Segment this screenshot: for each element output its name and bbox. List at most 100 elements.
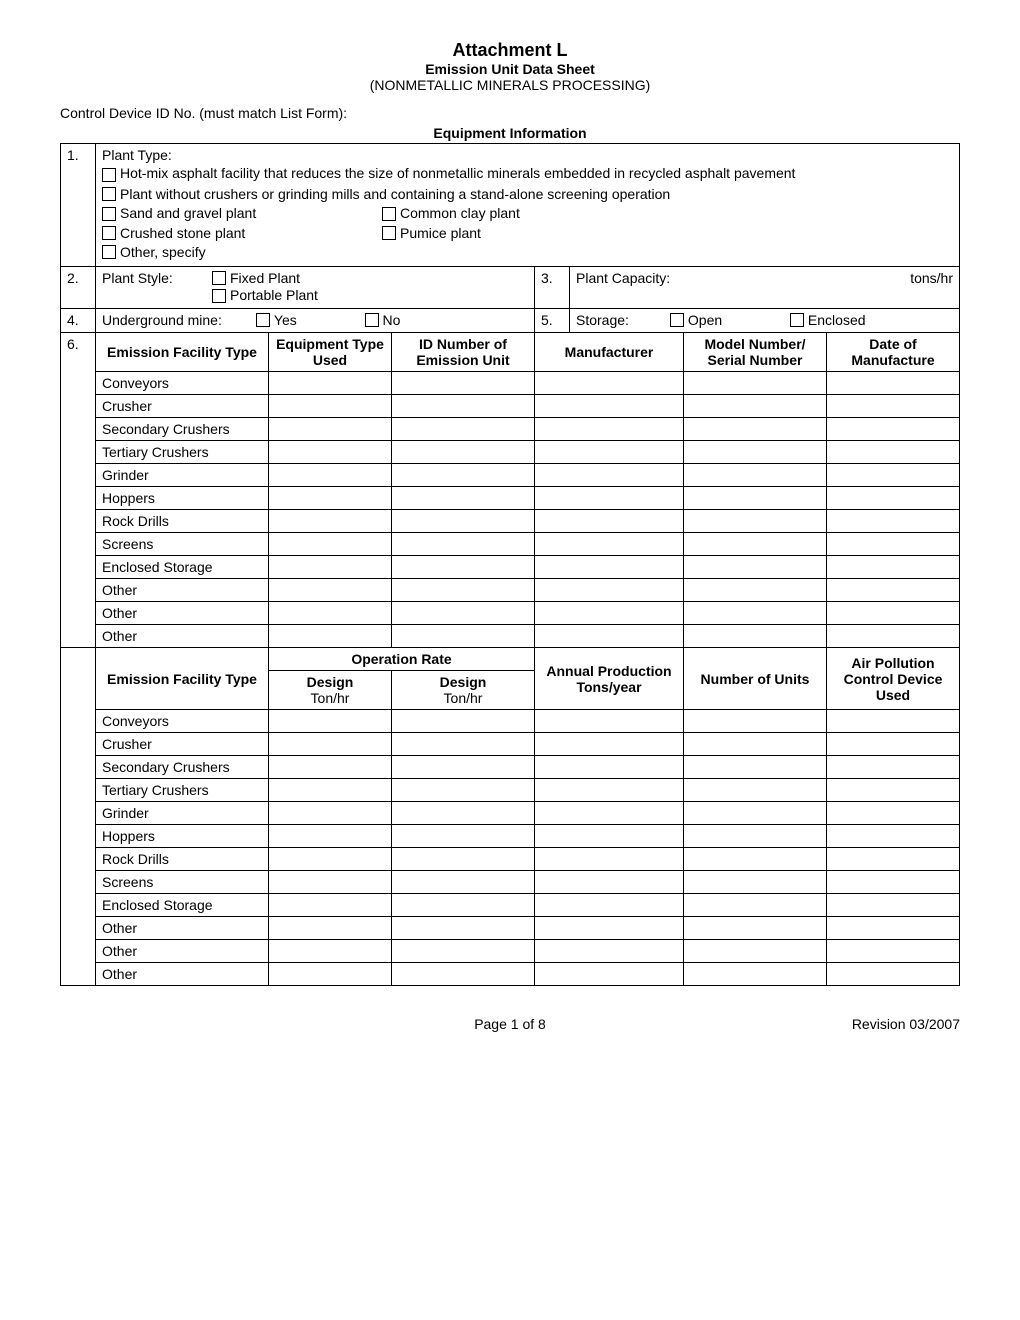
cell[interactable] — [392, 418, 535, 441]
cell[interactable] — [392, 733, 535, 756]
cell[interactable] — [269, 871, 392, 894]
cell[interactable] — [827, 917, 960, 940]
cell[interactable] — [684, 756, 827, 779]
checkbox[interactable] — [382, 226, 396, 240]
cell[interactable] — [684, 602, 827, 625]
cell[interactable] — [392, 533, 535, 556]
cell[interactable] — [269, 464, 392, 487]
cell[interactable] — [827, 579, 960, 602]
cell[interactable] — [392, 894, 535, 917]
checkbox[interactable] — [102, 168, 116, 182]
cell[interactable] — [827, 848, 960, 871]
cell[interactable] — [684, 395, 827, 418]
cell[interactable] — [392, 871, 535, 894]
cell[interactable] — [827, 441, 960, 464]
cell[interactable] — [392, 372, 535, 395]
checkbox[interactable] — [102, 187, 116, 201]
cell[interactable] — [684, 733, 827, 756]
cell[interactable] — [392, 579, 535, 602]
cell[interactable] — [684, 418, 827, 441]
cell[interactable] — [827, 825, 960, 848]
cell[interactable] — [535, 579, 684, 602]
cell[interactable] — [269, 533, 392, 556]
cell[interactable] — [535, 510, 684, 533]
checkbox[interactable] — [382, 207, 396, 221]
cell[interactable] — [392, 963, 535, 986]
cell[interactable] — [684, 710, 827, 733]
cell[interactable] — [269, 602, 392, 625]
cell[interactable] — [269, 733, 392, 756]
cell[interactable] — [535, 602, 684, 625]
cell[interactable] — [684, 510, 827, 533]
cell[interactable] — [684, 963, 827, 986]
cell[interactable] — [269, 510, 392, 533]
cell[interactable] — [269, 894, 392, 917]
cell[interactable] — [535, 848, 684, 871]
cell[interactable] — [269, 418, 392, 441]
cell[interactable] — [684, 848, 827, 871]
cell[interactable] — [827, 779, 960, 802]
cell[interactable] — [827, 871, 960, 894]
cell[interactable] — [269, 372, 392, 395]
cell[interactable] — [392, 756, 535, 779]
cell[interactable] — [827, 533, 960, 556]
cell[interactable] — [827, 487, 960, 510]
checkbox[interactable] — [102, 207, 116, 221]
cell[interactable] — [269, 963, 392, 986]
cell[interactable] — [392, 802, 535, 825]
cell[interactable] — [392, 917, 535, 940]
checkbox[interactable] — [212, 271, 226, 285]
cell[interactable] — [684, 871, 827, 894]
cell[interactable] — [535, 464, 684, 487]
cell[interactable] — [535, 802, 684, 825]
cell[interactable] — [392, 556, 535, 579]
cell[interactable] — [535, 372, 684, 395]
cell[interactable] — [827, 510, 960, 533]
cell[interactable] — [535, 556, 684, 579]
cell[interactable] — [827, 556, 960, 579]
cell[interactable] — [827, 710, 960, 733]
cell[interactable] — [535, 894, 684, 917]
cell[interactable] — [535, 441, 684, 464]
cell[interactable] — [269, 917, 392, 940]
cell[interactable] — [684, 625, 827, 648]
cell[interactable] — [392, 441, 535, 464]
cell[interactable] — [535, 625, 684, 648]
cell[interactable] — [269, 825, 392, 848]
cell[interactable] — [392, 779, 535, 802]
cell[interactable] — [269, 848, 392, 871]
cell[interactable] — [535, 418, 684, 441]
cell[interactable] — [535, 487, 684, 510]
cell[interactable] — [827, 602, 960, 625]
cell[interactable] — [269, 487, 392, 510]
cell[interactable] — [269, 779, 392, 802]
cell[interactable] — [535, 825, 684, 848]
cell[interactable] — [269, 710, 392, 733]
cell[interactable] — [684, 533, 827, 556]
checkbox[interactable] — [790, 313, 804, 327]
cell[interactable] — [684, 825, 827, 848]
cell[interactable] — [827, 372, 960, 395]
cell[interactable] — [535, 756, 684, 779]
cell[interactable] — [535, 710, 684, 733]
cell[interactable] — [684, 441, 827, 464]
cell[interactable] — [392, 464, 535, 487]
cell[interactable] — [827, 756, 960, 779]
cell[interactable] — [269, 625, 392, 648]
cell[interactable] — [269, 395, 392, 418]
cell[interactable] — [535, 871, 684, 894]
cell[interactable] — [392, 510, 535, 533]
cell[interactable] — [684, 779, 827, 802]
cell[interactable] — [535, 940, 684, 963]
cell[interactable] — [392, 825, 535, 848]
cell[interactable] — [392, 602, 535, 625]
cell[interactable] — [684, 487, 827, 510]
cell[interactable] — [269, 940, 392, 963]
cell[interactable] — [684, 917, 827, 940]
cell[interactable] — [684, 894, 827, 917]
cell[interactable] — [392, 395, 535, 418]
checkbox[interactable] — [670, 313, 684, 327]
cell[interactable] — [392, 848, 535, 871]
cell[interactable] — [684, 556, 827, 579]
cell[interactable] — [684, 372, 827, 395]
